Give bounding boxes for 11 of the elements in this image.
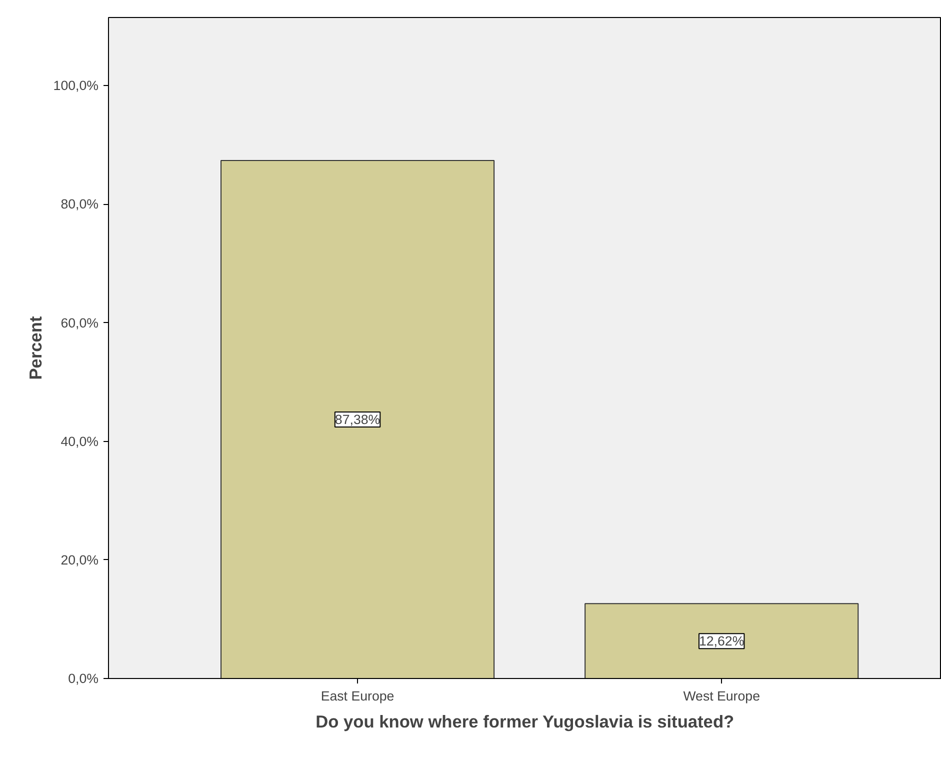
x-axis-title: Do you know where former Yugoslavia is situated? xyxy=(316,712,734,732)
y-tick-label: 0,0% xyxy=(68,671,99,686)
y-tick-label: 100,0% xyxy=(53,78,99,94)
x-tick-label: East Europe xyxy=(320,688,394,704)
y-axis-title: Percent xyxy=(25,316,46,380)
y-tick-label: 40,0% xyxy=(60,434,99,449)
x-tick-label: West Europe xyxy=(683,688,760,704)
y-tick-label: 20,0% xyxy=(60,552,99,568)
data-label: 87,38% xyxy=(334,412,380,427)
y-tick-label: 80,0% xyxy=(60,196,99,212)
y-tick-label: 60,0% xyxy=(60,315,99,330)
